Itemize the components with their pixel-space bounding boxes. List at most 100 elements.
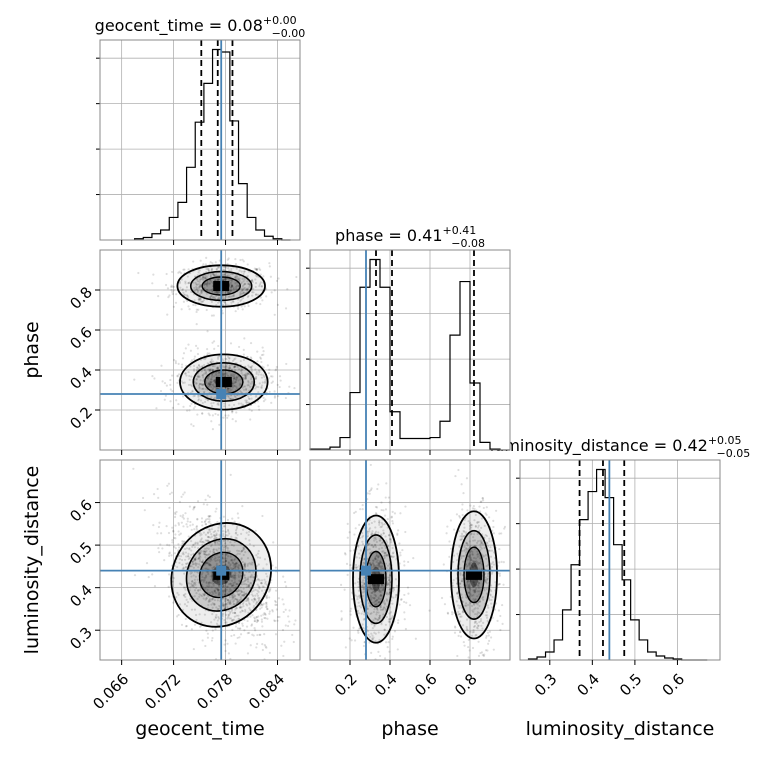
sample-point <box>480 624 483 627</box>
sample-point <box>476 541 479 545</box>
sample-point <box>460 556 463 560</box>
sample-point <box>226 534 229 537</box>
sample-point <box>198 625 202 628</box>
sample-point <box>361 626 365 630</box>
sample-point <box>388 588 392 591</box>
sample-point <box>215 273 218 276</box>
sample-point <box>484 649 488 652</box>
sample-point <box>251 563 254 566</box>
sample-point <box>229 397 232 401</box>
sample-point <box>241 277 244 281</box>
sample-point <box>196 366 199 369</box>
sample-point <box>264 580 267 583</box>
sample-point <box>208 599 211 602</box>
sample-point <box>213 274 216 277</box>
sample-point <box>165 384 168 387</box>
sample-point <box>202 552 206 555</box>
sample-point <box>251 291 254 294</box>
sample-point <box>484 512 487 515</box>
sample-point <box>252 594 255 597</box>
sample-point <box>372 564 376 567</box>
sample-point <box>235 385 238 388</box>
sample-point <box>199 534 202 537</box>
sample-point <box>235 607 238 610</box>
title-phase: phase = 0.41+0.41 −0.08 <box>335 224 485 250</box>
sample-point <box>256 592 259 595</box>
sample-point <box>207 536 211 539</box>
sample-point <box>375 602 378 605</box>
sample-point <box>463 522 466 526</box>
sample-point <box>470 594 473 597</box>
sample-point <box>192 303 195 306</box>
sample-point <box>389 618 392 621</box>
sample-point <box>268 651 271 654</box>
sample-point <box>217 296 220 299</box>
sample-point <box>362 587 365 590</box>
sample-point <box>196 347 199 350</box>
contour-line <box>463 546 485 604</box>
sample-point <box>163 398 166 401</box>
sample-point <box>375 603 378 606</box>
sample-point <box>474 620 477 623</box>
sample-point <box>377 597 380 600</box>
sample-point <box>194 613 198 617</box>
sample-point <box>225 621 228 624</box>
sample-point <box>181 608 185 611</box>
sample-point <box>465 565 468 568</box>
sample-point <box>159 543 162 546</box>
sample-point <box>182 395 185 398</box>
sample-point <box>491 529 494 532</box>
sample-point <box>184 592 187 596</box>
sample-point <box>194 542 197 545</box>
sample-point <box>203 390 206 393</box>
sample-point <box>207 521 210 524</box>
sample-point <box>211 597 215 600</box>
sample-point <box>257 619 260 622</box>
sample-point <box>241 308 244 311</box>
sample-point <box>208 520 211 523</box>
sample-point <box>479 651 482 655</box>
sample-point <box>471 564 474 567</box>
sample-point <box>462 555 466 558</box>
sample-point <box>224 621 227 624</box>
sample-point <box>389 537 392 541</box>
sample-point <box>247 596 250 600</box>
sample-point <box>246 578 250 581</box>
sample-point <box>190 402 193 405</box>
sample-point <box>284 580 287 584</box>
sample-point <box>255 615 258 619</box>
sample-point <box>361 623 364 626</box>
sample-point <box>476 563 480 566</box>
sample-point <box>226 387 230 390</box>
sample-point <box>249 575 252 578</box>
sample-point <box>194 558 197 561</box>
sample-point <box>195 527 198 530</box>
sample-point <box>211 602 214 605</box>
sample-point <box>482 598 485 601</box>
sample-point <box>392 555 395 558</box>
sample-point <box>216 559 219 562</box>
sample-point <box>455 600 458 603</box>
sample-point <box>235 267 238 270</box>
sample-point <box>198 382 201 385</box>
sample-point <box>385 553 389 557</box>
sample-point <box>185 624 188 628</box>
sample-point <box>361 594 364 598</box>
sample-point <box>247 576 250 579</box>
sample-point <box>367 633 370 637</box>
sample-point <box>196 288 199 291</box>
sample-point <box>369 584 372 587</box>
sample-point <box>374 603 377 606</box>
sample-point <box>204 586 207 589</box>
sample-point <box>247 600 250 603</box>
sample-point <box>262 349 265 353</box>
sample-point <box>212 369 215 372</box>
sample-point <box>257 563 260 566</box>
sample-point <box>260 579 264 582</box>
sample-point <box>210 300 213 304</box>
sample-point <box>237 402 240 405</box>
sample-point <box>194 563 197 566</box>
sample-point <box>260 353 264 357</box>
sample-point <box>486 614 489 617</box>
sample-point <box>478 581 481 585</box>
